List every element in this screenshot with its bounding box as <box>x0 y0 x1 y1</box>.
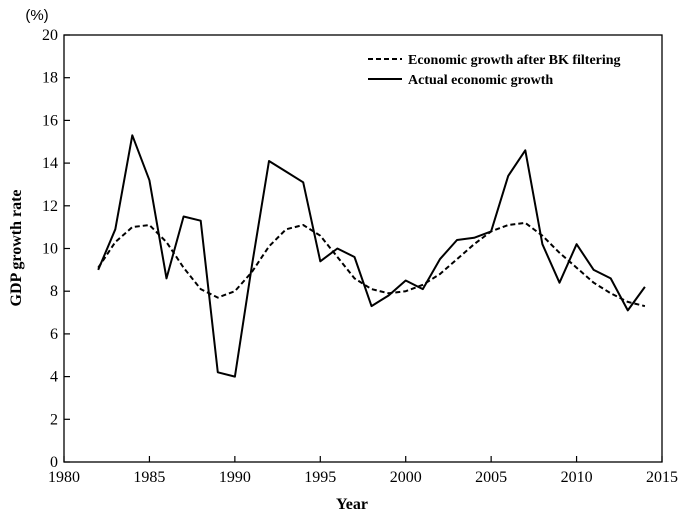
y-tick-label: 4 <box>50 369 58 386</box>
legend: Economic growth after BK filtering Actua… <box>368 53 621 88</box>
x-tick-label: 1990 <box>219 469 251 486</box>
x-tick-label: 2015 <box>646 469 678 486</box>
y-unit-label: (%) <box>25 7 48 24</box>
y-tick-label: 10 <box>42 241 58 258</box>
y-tick-label: 2 <box>50 411 58 428</box>
y-tick-label: 14 <box>42 155 58 172</box>
legend-label-actual: Actual economic growth <box>408 73 553 88</box>
plot-frame <box>63 34 663 463</box>
y-tick-label: 0 <box>50 454 58 471</box>
y-tick-label: 6 <box>50 326 58 343</box>
y-axis-title: GDP growth rate <box>8 189 25 306</box>
y-tick-label: 16 <box>42 112 58 129</box>
series-line-actual <box>97 134 646 378</box>
y-tick-label: 20 <box>42 27 58 44</box>
legend-label-bk-filtered: Economic growth after BK filtering <box>408 53 621 68</box>
y-tick-label: 12 <box>42 198 58 215</box>
x-tick-label: 2005 <box>475 469 507 486</box>
x-tick-label: 2000 <box>390 469 422 486</box>
x-tick-label: 1985 <box>133 469 165 486</box>
x-tick-label: 1980 <box>48 469 80 486</box>
x-tick-label: 2010 <box>561 469 593 486</box>
x-tick-label: 1995 <box>304 469 336 486</box>
y-tick-label: 18 <box>42 70 58 87</box>
y-tick-label: 8 <box>50 283 58 300</box>
x-axis-title: Year <box>336 496 368 513</box>
series-line-bk-filtered <box>97 221 646 308</box>
